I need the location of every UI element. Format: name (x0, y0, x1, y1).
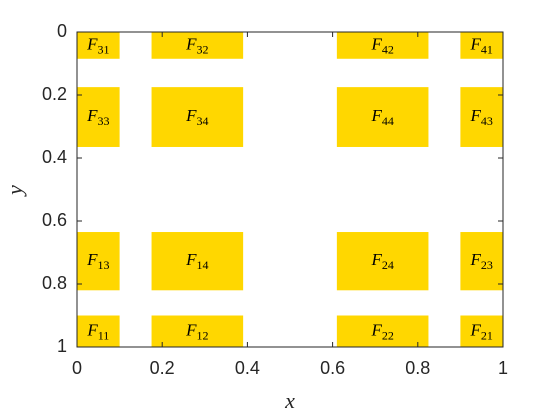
x-tick-label: 0.6 (320, 358, 345, 378)
label-main: F (86, 320, 98, 339)
label-sub: 43 (481, 114, 493, 128)
label-main: F (185, 34, 197, 53)
region (336, 32, 429, 59)
label-main: F (86, 106, 98, 125)
region-label: F42 (370, 34, 393, 56)
y-tick-label: 0.8 (42, 273, 67, 293)
region-label: F21 (470, 320, 493, 342)
region (460, 232, 503, 291)
label-sub: 44 (382, 114, 394, 128)
label-sub: 33 (97, 114, 109, 128)
y-tick-label: 1 (57, 336, 67, 356)
region (77, 232, 120, 291)
region-label: F34 (185, 106, 208, 128)
region-label: F32 (185, 34, 208, 56)
label-sub: 13 (97, 258, 109, 272)
label-sub: 21 (481, 328, 493, 342)
region (336, 232, 429, 291)
y-tick-label: 0.6 (42, 210, 67, 230)
region (151, 87, 244, 147)
axes-box (76, 31, 504, 348)
label-main: F (370, 34, 382, 53)
label-main: F (86, 250, 98, 269)
region-label: F12 (185, 320, 208, 342)
region-label: F31 (86, 34, 109, 56)
region-label: F13 (86, 250, 109, 272)
region-label: F44 (370, 106, 393, 128)
region (460, 87, 503, 147)
region-label: F43 (470, 106, 493, 128)
label-sub: 42 (382, 42, 394, 56)
y-axis-label: y (2, 185, 27, 197)
label-sub: 11 (98, 328, 110, 342)
region-label: F14 (185, 250, 208, 272)
label-main: F (470, 106, 482, 125)
label-main: F (185, 250, 197, 269)
region-label: F22 (370, 320, 393, 342)
region (460, 315, 503, 347)
region (460, 32, 503, 59)
region (151, 232, 244, 291)
label-sub: 14 (197, 258, 209, 272)
y-tick-label: 0.2 (42, 84, 67, 104)
label-main: F (370, 250, 382, 269)
region (77, 315, 120, 347)
y-tick-label: 0 (57, 21, 67, 41)
label-main: F (470, 250, 482, 269)
label-sub: 34 (197, 114, 209, 128)
region (336, 315, 429, 347)
region-label: F24 (370, 250, 393, 272)
label-main: F (185, 106, 197, 125)
label-main: F (470, 320, 482, 339)
region (151, 32, 244, 59)
label-sub: 23 (481, 258, 493, 272)
label-sub: 12 (197, 328, 209, 342)
region (77, 32, 120, 59)
x-tick-label: 0.8 (405, 358, 430, 378)
region-label: F11 (86, 320, 109, 342)
label-main: F (370, 106, 382, 125)
label-sub: 31 (97, 42, 109, 56)
region (77, 87, 120, 147)
x-tick-label: 0.4 (235, 358, 260, 378)
x-axis-label: x (284, 388, 295, 413)
label-sub: 41 (481, 42, 493, 56)
label-main: F (370, 320, 382, 339)
label-main: F (185, 320, 197, 339)
label-sub: 24 (382, 258, 394, 272)
x-tick-label: 0 (72, 358, 82, 378)
region-label: F41 (470, 34, 493, 56)
region (151, 315, 244, 347)
label-main: F (86, 34, 98, 53)
label-main: F (470, 34, 482, 53)
x-tick-label: 0.2 (150, 358, 175, 378)
region-label: F33 (86, 106, 109, 128)
region-label: F23 (470, 250, 493, 272)
region (336, 87, 429, 147)
y-tick-label: 0.4 (42, 147, 67, 167)
label-sub: 32 (197, 42, 209, 56)
label-sub: 22 (382, 328, 394, 342)
x-tick-label: 1 (498, 358, 508, 378)
